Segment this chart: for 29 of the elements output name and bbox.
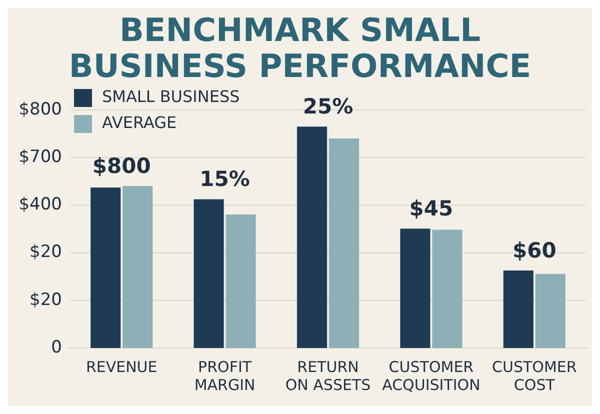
x-tick-label: CUSTOMER COST (492, 358, 577, 394)
x-tick-label: CUSTOMER ACQUISITION (382, 358, 480, 394)
chart-title: BENCHMARK SMALL BUSINESS PERFORMANCE (68, 10, 532, 85)
annotation: $45 (409, 196, 454, 221)
legend-label: AVERAGE (102, 113, 177, 132)
annotation: 25% (302, 94, 354, 119)
x-tick-label: PROFIT MARGIN (194, 358, 256, 394)
text: $400 (18, 194, 62, 215)
text: 0 (51, 337, 62, 358)
bar (122, 186, 153, 348)
annotation: $800 (92, 154, 151, 178)
bar (432, 230, 462, 348)
text: $20 (30, 242, 62, 262)
legend-label: SMALL BUSINESS (102, 87, 240, 106)
text: $20 (30, 290, 62, 310)
bar (226, 214, 256, 348)
annotation: $60 (512, 238, 556, 262)
bar (328, 138, 360, 348)
bar (296, 126, 328, 348)
bar (535, 274, 566, 348)
bar (90, 187, 121, 348)
x-tick-label: RETURN ON ASSETS (285, 358, 371, 394)
bar (194, 199, 224, 348)
text: $700 (18, 147, 62, 168)
annotation: 15% (200, 167, 250, 192)
bar (400, 228, 430, 348)
bar (503, 270, 534, 348)
x-tick-label: REVENUE (86, 358, 158, 376)
text: $800 (18, 99, 62, 120)
